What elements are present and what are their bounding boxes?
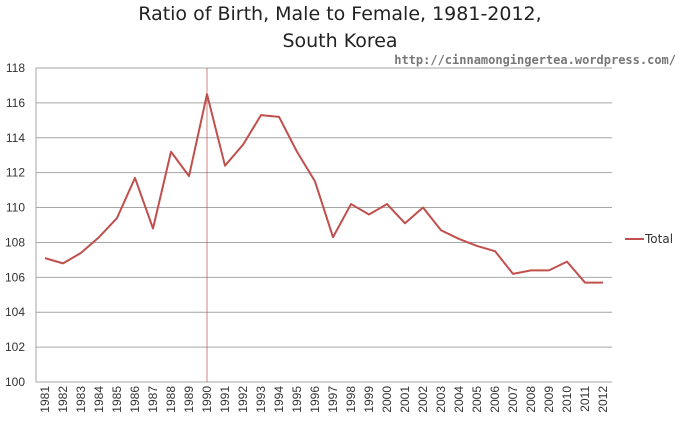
series-total	[44, 93, 604, 284]
x-tick-label: 2004	[452, 386, 466, 413]
y-tick-label: 106	[5, 270, 25, 284]
chart-title-line2: South Korea	[282, 30, 397, 52]
x-tick-label: 2011	[578, 386, 592, 412]
y-tick-label: 110	[6, 201, 25, 215]
x-tick-label: 2009	[542, 386, 556, 413]
x-tick-label: 1993	[254, 386, 268, 413]
x-tick-label: 1987	[146, 386, 160, 413]
x-tick-label: 2001	[398, 386, 412, 413]
series-line-total	[44, 93, 603, 284]
y-tick-label: 108	[5, 235, 25, 249]
y-tick-label: 104	[5, 305, 25, 319]
x-tick-label: 1983	[74, 386, 88, 413]
x-tick-label: 1984	[92, 386, 106, 413]
y-tick-label: 114	[6, 131, 25, 145]
x-tick-label: 1996	[308, 386, 322, 413]
x-tick-label: 1995	[290, 386, 304, 413]
x-tick-label: 1986	[128, 386, 142, 413]
y-tick-label: 116	[6, 96, 25, 110]
x-tick-label: 1994	[272, 386, 286, 413]
y-tick-label: 100	[5, 375, 25, 389]
x-tick-label: 1989	[182, 386, 196, 413]
x-tick-label: 2012	[596, 386, 610, 413]
watermark: http://cinnamongingertea.wordpress.com/	[394, 53, 676, 67]
x-tick-label: 1981	[38, 386, 52, 413]
y-tick-label: 102	[5, 340, 25, 354]
x-tick-label: 2000	[380, 386, 394, 413]
x-tick-label: 2007	[506, 386, 520, 413]
y-axis: 100 102 104 106 108 110 112 114 116 118	[5, 61, 37, 389]
y-tick-label: 118	[6, 61, 25, 75]
x-tick-label: 1990	[200, 386, 214, 413]
x-tick-label: 1997	[326, 386, 340, 413]
y-tick-label: 112	[6, 166, 25, 180]
legend: Total	[625, 232, 673, 246]
x-tick-label: 2005	[470, 386, 484, 413]
x-tick-label: 1998	[344, 386, 358, 413]
legend-label-total: Total	[644, 232, 673, 246]
x-tick-label: 1988	[164, 386, 178, 413]
x-axis: 1981 1982 1983 1984 1985 1986 1987 1988 1989 1990…	[38, 386, 610, 413]
x-tick-label: 2010	[560, 386, 574, 413]
x-tick-label: 2006	[488, 386, 502, 413]
x-tick-label: 1999	[362, 386, 376, 413]
gridlines	[36, 67, 612, 383]
chart-title-line1: Ratio of Birth, Male to Female, 1981-201…	[138, 3, 541, 25]
x-tick-label: 2002	[416, 386, 430, 413]
x-tick-label: 2003	[434, 386, 448, 413]
x-tick-label: 1991	[218, 386, 232, 413]
x-tick-label: 1992	[236, 386, 250, 413]
x-tick-label: 1985	[110, 386, 124, 413]
x-tick-label: 2008	[524, 386, 538, 413]
x-tick-label: 1982	[56, 386, 70, 413]
